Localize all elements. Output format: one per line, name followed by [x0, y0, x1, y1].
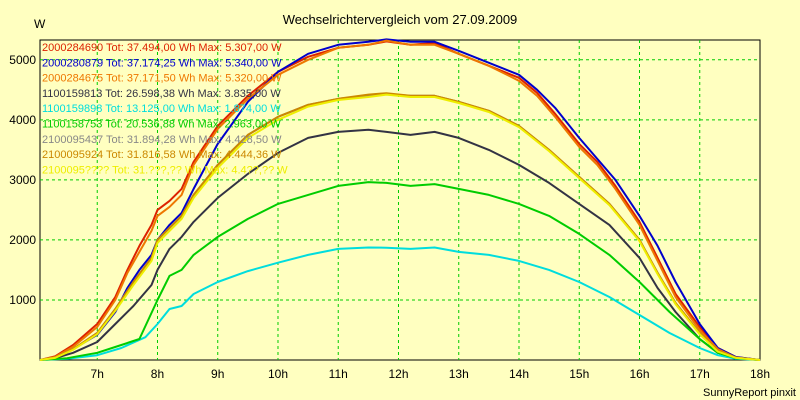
legend-entry-3: 2000284675 Tot: 37.171,50 Wh Max: 5.320,… [42, 73, 282, 85]
legend-entry-4: 1100159813 Tot: 26.598,38 Wh Max: 3.835,… [42, 88, 281, 100]
legend-entry-6: 1100158753 Tot: 20.536,88 Wh Max: 2.963,… [42, 119, 281, 131]
x-tick-label: 13h [449, 367, 469, 381]
series-line-5 [39, 246, 761, 361]
x-tick-label: 11h [329, 367, 348, 381]
y-tick-label: 2000 [9, 233, 36, 247]
y-tick-label: 1000 [9, 293, 36, 307]
x-tick-label: 8h [151, 367, 164, 381]
legend-entry-9: 2100095???? Tot: 31.???,?? Wh Max: 4.4??… [42, 164, 288, 176]
y-tick-label: 5000 [9, 53, 36, 67]
y-tick-label: 4000 [9, 113, 36, 127]
x-tick-label: 12h [388, 367, 408, 381]
legend-entry-8: 2100095924 Tot: 31.816,58 Wh Max: 4.444,… [42, 149, 282, 161]
x-tick-label: 18h [750, 367, 770, 381]
y-tick-label: 3000 [9, 173, 36, 187]
legend-entry-1: 2000284690 Tot: 37.494,00 Wh Max: 5.307,… [42, 42, 282, 54]
x-tick-label: 9h [211, 367, 224, 381]
legend-entry-7: 2100095437 Tot: 31.894,28 Wh Max: 4.428,… [42, 134, 282, 146]
y-axis-ticks: 1000 2000 3000 4000 5000 [9, 53, 36, 307]
series-line-6 [39, 181, 761, 361]
x-tick-label: 7h [91, 367, 104, 381]
x-tick-label: 15h [569, 367, 589, 381]
series-line-9 [39, 93, 761, 361]
legend-entry-5: 1100159898 Tot: 13.125,00 Wh Max: 1.874,… [42, 103, 281, 115]
x-tick-label: 10h [268, 367, 288, 381]
plot-area [39, 39, 761, 361]
footer-credit: SunnyReport pinxit [703, 387, 796, 399]
x-tick-label: 14h [509, 367, 529, 381]
series-line-2 [39, 38, 761, 361]
series-line-3 [39, 39, 761, 361]
chart-title: Wechselrichtervergleich vom 27.09.2009 [283, 12, 518, 27]
series-line-4 [39, 128, 761, 361]
legend-entry-2: 2000280879 Tot: 37.174,25 Wh Max: 5.340,… [42, 57, 282, 69]
y-axis-unit-label: W [34, 17, 46, 31]
series-lines [39, 38, 761, 361]
legend: 2000284690 Tot: 37.494,00 Wh Max: 5.307,… [42, 42, 288, 176]
x-axis-ticks: 7h 8h 9h 10h 11h 12h 13h 14h 15h 16h 17h 18h [91, 367, 770, 381]
x-tick-label: 17h [690, 367, 710, 381]
x-tick-label: 16h [629, 367, 649, 381]
